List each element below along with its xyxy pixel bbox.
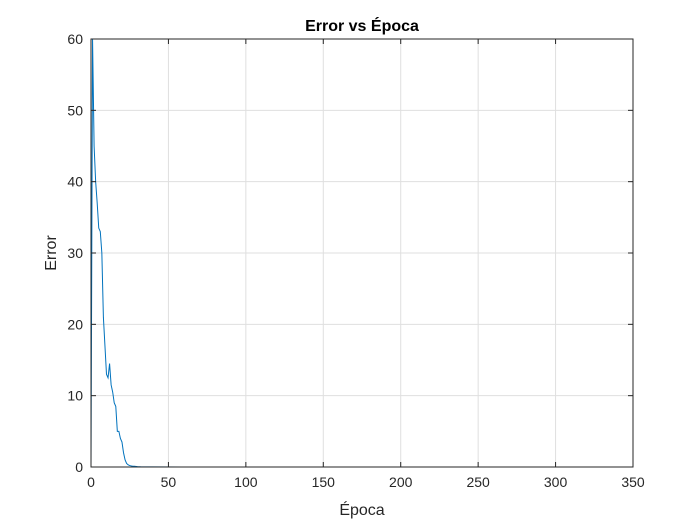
x-tick-label: 50 <box>161 474 177 490</box>
y-axis-label: Error <box>43 235 60 271</box>
x-tick-label: 100 <box>234 474 258 490</box>
y-tick-labels: 0 10 20 30 40 50 60 <box>67 31 83 475</box>
y-tick-label: 0 <box>75 459 83 475</box>
y-tick-label: 60 <box>67 31 83 47</box>
x-tick-labels: 0 50 100 150 200 250 300 350 <box>87 474 645 490</box>
chart-title: Error vs Época <box>305 16 419 35</box>
y-tick-label: 20 <box>67 316 83 332</box>
x-ticks <box>90 39 634 467</box>
y-tick-label: 40 <box>67 174 83 190</box>
y-tick-label: 30 <box>67 245 83 261</box>
x-tick-label: 200 <box>389 474 413 490</box>
y-tick-label: 50 <box>67 102 83 118</box>
y-tick-label: 10 <box>67 388 83 404</box>
y-ticks <box>91 38 633 468</box>
x-tick-label: 0 <box>87 474 95 490</box>
x-tick-label: 300 <box>544 474 568 490</box>
x-tick-label: 350 <box>621 474 645 490</box>
x-axis-label: Época <box>339 500 384 519</box>
x-tick-label: 150 <box>312 474 336 490</box>
x-tick-label: 250 <box>466 474 490 490</box>
